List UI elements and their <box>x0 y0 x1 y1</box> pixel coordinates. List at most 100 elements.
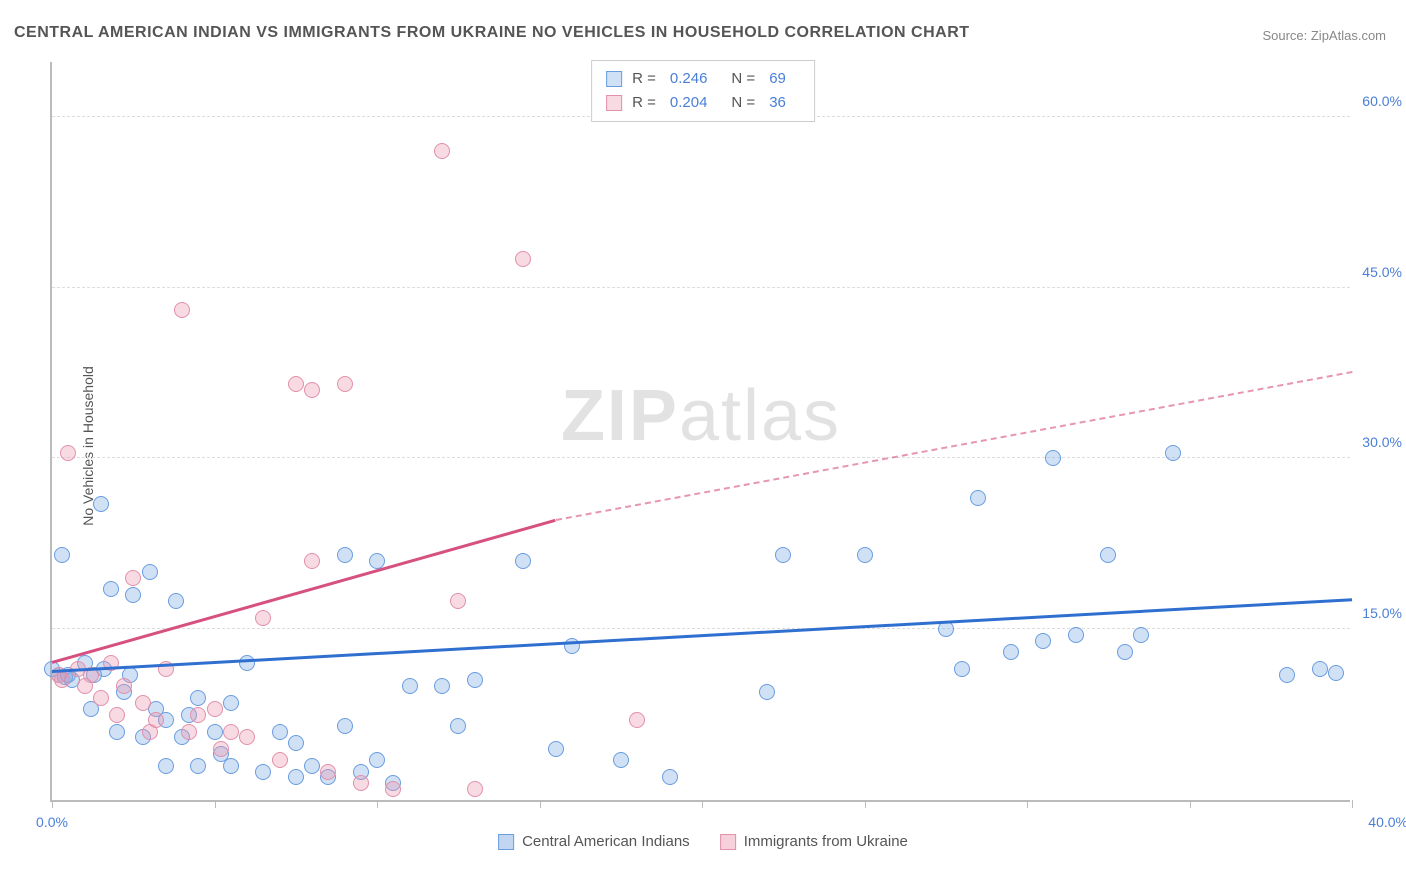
data-point <box>213 741 229 757</box>
data-point <box>109 707 125 723</box>
x-tick <box>215 802 216 808</box>
data-point <box>759 684 775 700</box>
data-point <box>970 490 986 506</box>
data-point <box>304 553 320 569</box>
r-label: R = <box>632 91 656 115</box>
data-point <box>548 741 564 757</box>
watermark: ZIPatlas <box>561 375 841 457</box>
legend-swatch <box>720 834 736 850</box>
data-point <box>116 678 132 694</box>
trend-line <box>52 598 1352 672</box>
data-point <box>223 758 239 774</box>
data-point <box>434 678 450 694</box>
data-point <box>135 695 151 711</box>
legend-stats: R =0.246N =69R =0.204N =36 <box>591 60 815 122</box>
data-point <box>109 724 125 740</box>
data-point <box>450 593 466 609</box>
x-tick-label: 0.0% <box>36 814 68 830</box>
x-tick <box>377 802 378 808</box>
n-label: N = <box>731 91 755 115</box>
legend-item: Immigrants from Ukraine <box>720 833 908 850</box>
gridline <box>52 457 1350 458</box>
data-point <box>1045 450 1061 466</box>
data-point <box>288 769 304 785</box>
data-point <box>1035 633 1051 649</box>
data-point <box>239 729 255 745</box>
data-point <box>1312 661 1328 677</box>
data-point <box>190 690 206 706</box>
data-point <box>775 547 791 563</box>
data-point <box>857 547 873 563</box>
data-point <box>369 752 385 768</box>
plot-area: ZIPatlas 15.0%30.0%45.0%60.0%0.0%40.0% <box>50 62 1350 802</box>
data-point <box>337 718 353 734</box>
data-point <box>148 712 164 728</box>
x-tick <box>52 800 53 808</box>
y-tick-label: 15.0% <box>1362 605 1402 621</box>
data-point <box>304 382 320 398</box>
correlation-chart: CENTRAL AMERICAN INDIAN VS IMMIGRANTS FR… <box>0 0 1406 892</box>
x-tick <box>1190 802 1191 808</box>
data-point <box>613 752 629 768</box>
data-point <box>54 547 70 563</box>
data-point <box>515 553 531 569</box>
legend-label: Central American Indians <box>522 833 690 850</box>
n-value: 36 <box>769 91 786 115</box>
data-point <box>190 758 206 774</box>
data-point <box>515 251 531 267</box>
data-point <box>337 547 353 563</box>
data-point <box>158 758 174 774</box>
data-point <box>272 752 288 768</box>
data-point <box>272 724 288 740</box>
gridline <box>52 628 1350 629</box>
x-tick <box>865 802 866 808</box>
data-point <box>1165 445 1181 461</box>
x-tick <box>540 802 541 808</box>
data-point <box>1279 667 1295 683</box>
n-value: 69 <box>769 67 786 91</box>
data-point <box>450 718 466 734</box>
data-point <box>174 302 190 318</box>
data-point <box>1068 627 1084 643</box>
data-point <box>662 769 678 785</box>
n-label: N = <box>731 67 755 91</box>
data-point <box>1003 644 1019 660</box>
r-label: R = <box>632 67 656 91</box>
data-point <box>255 764 271 780</box>
legend-swatch <box>606 71 622 87</box>
data-point <box>125 570 141 586</box>
legend-swatch <box>606 95 622 111</box>
data-point <box>320 764 336 780</box>
data-point <box>353 775 369 791</box>
data-point <box>168 593 184 609</box>
source-label: Source: ZipAtlas.com <box>1262 28 1386 43</box>
data-point <box>93 690 109 706</box>
data-point <box>181 724 197 740</box>
data-point <box>190 707 206 723</box>
x-tick-label: 40.0% <box>1368 814 1406 830</box>
data-point <box>954 661 970 677</box>
data-point <box>1117 644 1133 660</box>
legend-label: Immigrants from Ukraine <box>744 833 908 850</box>
data-point <box>125 587 141 603</box>
legend-stat-row: R = 0.246 N = 69 <box>606 67 800 91</box>
trend-line-dashed <box>556 371 1353 521</box>
data-point <box>207 701 223 717</box>
data-point <box>434 143 450 159</box>
data-point <box>467 781 483 797</box>
legend-stat-row: R =0.204N =36 <box>606 91 800 115</box>
legend-series: Central American Indians Immigrants from … <box>498 833 908 850</box>
data-point <box>255 610 271 626</box>
y-tick-label: 45.0% <box>1362 264 1402 280</box>
data-point <box>304 758 320 774</box>
data-point <box>223 724 239 740</box>
watermark-atlas: atlas <box>679 376 841 456</box>
data-point <box>1100 547 1116 563</box>
data-point <box>54 672 70 688</box>
data-point <box>402 678 418 694</box>
data-point <box>629 712 645 728</box>
r-value: 0.246 <box>670 67 708 91</box>
data-point <box>288 735 304 751</box>
watermark-zip: ZIP <box>561 376 679 456</box>
y-tick-label: 30.0% <box>1362 434 1402 450</box>
